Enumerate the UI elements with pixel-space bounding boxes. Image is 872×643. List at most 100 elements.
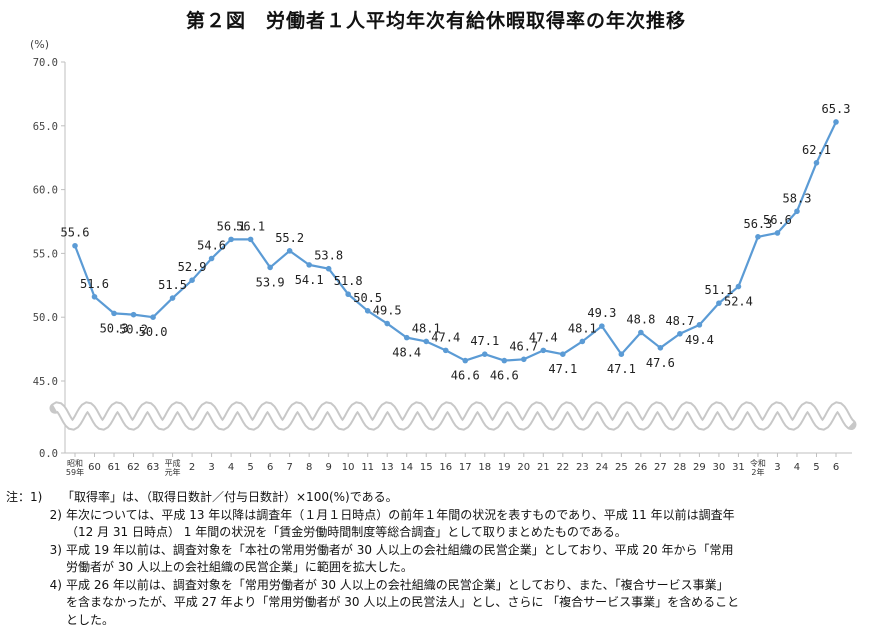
data-point <box>599 323 605 329</box>
data-point <box>72 242 78 249</box>
x-tick-label: 24 <box>595 462 608 473</box>
x-tick-label: 3 <box>208 462 214 473</box>
x-tick-label: 15 <box>420 462 433 473</box>
data-point <box>364 308 371 314</box>
x-tick-label: 28 <box>674 462 687 473</box>
data-point <box>91 293 98 300</box>
data-label: 47.1 <box>607 362 636 376</box>
data-label: 49.3 <box>587 306 616 320</box>
footnote-text: 平成 19 年以前は、調査対象を「本社の常用労働者が 30 人以上の会社組織の民… <box>66 542 734 557</box>
data-label: 65.3 <box>822 102 851 116</box>
x-tick-label: 7 <box>286 462 292 473</box>
data-label: 48.4 <box>392 346 421 360</box>
footnote-line: とした。 <box>6 612 866 630</box>
x-tick-label: 2年 <box>751 467 764 477</box>
footnote-line: （12 月 31 日時点） 1 年間の状況を「賃金労働時間制度等総合調査」として… <box>6 524 866 542</box>
x-tick-label: 22 <box>556 462 569 473</box>
series-line <box>73 121 837 362</box>
x-tick-label: 21 <box>537 462 550 473</box>
data-label: 56.6 <box>763 213 792 227</box>
footnote-text: 年次については、平成 13 年以降は調査年（１月１日時点）の前年１年間の状況を表… <box>66 507 735 522</box>
data-label: 54.6 <box>197 239 226 253</box>
data-label: 56.1 <box>217 219 246 233</box>
x-tick-label: 5 <box>247 462 253 473</box>
data-label: 46.6 <box>451 369 480 383</box>
x-tick-label: 59年 <box>66 467 84 477</box>
data-point <box>774 230 781 236</box>
footnote-line: 3) 平成 19 年以前は、調査対象を「本社の常用労働者が 30 人以上の会社組… <box>6 542 866 560</box>
x-tick-label: 16 <box>439 462 452 473</box>
data-point <box>267 264 273 271</box>
data-label: 46.6 <box>490 369 519 383</box>
x-tick-label: 63 <box>147 462 160 473</box>
data-point <box>520 356 527 363</box>
data-label: 47.4 <box>431 330 460 344</box>
data-label: 54.1 <box>295 273 324 287</box>
x-tick-label: 6 <box>833 462 839 473</box>
data-label: 48.8 <box>626 313 655 327</box>
data-point <box>403 334 410 341</box>
data-label: 53.9 <box>256 275 285 289</box>
y-tick-label: 45.0 <box>33 376 58 388</box>
footnote-text: を含まなかったが、平成 27 年より「常用労働者が 30 人以上の民営法人」とし… <box>66 595 740 609</box>
footnote-number: 3) <box>49 542 62 557</box>
data-label: 51.5 <box>158 278 187 292</box>
footnote-number <box>6 612 62 630</box>
data-point <box>794 208 800 215</box>
footnote-line: 2) 年次については、平成 13 年以降は調査年（１月１日時点）の前年１年間の状… <box>6 507 866 525</box>
footnote-text: 「取得率」は、（取得日数計／付与日数計）×100(%)である。 <box>62 490 398 504</box>
data-label: 56.3 <box>743 217 772 231</box>
page-title: 第２図 労働者１人平均年次有給休暇取得率の年次推移 <box>185 10 686 32</box>
footnote-number: 注：1) <box>6 490 43 504</box>
data-label: 58.3 <box>783 191 812 205</box>
data-label: 56.1 <box>236 219 265 233</box>
x-tick-label: 5 <box>813 462 819 473</box>
y-tick-label: 50.0 <box>33 312 58 324</box>
data-label: 49.4 <box>685 333 714 347</box>
x-tick-label: 13 <box>381 462 394 473</box>
x-tick-label: 31 <box>732 462 745 473</box>
data-label: 51.8 <box>334 274 363 288</box>
footnote-number: 4) <box>49 577 62 592</box>
x-tick-label: 11 <box>361 462 374 473</box>
data-label: 51.6 <box>80 277 109 291</box>
footnote-text: 平成 26 年以前は、調査対象を「常用労働者が 30 人以上の会社組織の民営企業… <box>66 577 729 592</box>
x-tick-label: 9 <box>325 462 331 473</box>
data-label: 48.1 <box>412 321 441 335</box>
footnote-text: とした。 <box>66 612 115 627</box>
data-point <box>345 291 351 298</box>
data-point <box>150 314 156 321</box>
x-tick-label: 60 <box>88 462 101 473</box>
data-point <box>462 357 469 364</box>
x-tick-label: 27 <box>654 462 667 473</box>
x-tick-label: 26 <box>635 462 648 473</box>
footnote-number <box>6 594 62 612</box>
footnote-line: を含まなかったが、平成 27 年より「常用労働者が 30 人以上の民営法人」とし… <box>6 594 866 612</box>
x-tick-label: 10 <box>342 462 355 473</box>
data-point <box>208 255 215 262</box>
data-label: 47.1 <box>470 334 499 348</box>
x-tick-label: 61 <box>108 462 121 473</box>
y-tick-label: 0.0 <box>39 448 58 460</box>
data-point <box>755 234 761 240</box>
data-point <box>228 236 234 243</box>
x-tick-label: 30 <box>713 462 726 473</box>
data-label: 55.6 <box>61 226 90 240</box>
data-point <box>735 283 742 290</box>
data-label: 47.4 <box>529 330 558 344</box>
footnote-number <box>6 524 62 542</box>
data-label: 46.7 <box>509 339 538 353</box>
data-label: 50.3 <box>100 321 129 335</box>
data-label: 55.2 <box>275 231 304 245</box>
data-point <box>111 310 117 317</box>
data-label: 50.2 <box>119 323 148 337</box>
data-point <box>638 329 644 336</box>
data-point <box>560 351 566 358</box>
data-label: 47.1 <box>548 362 577 376</box>
x-tick-label: 2 <box>189 462 195 473</box>
data-point <box>325 265 332 272</box>
data-label: 49.5 <box>373 304 402 318</box>
data-point <box>286 248 293 254</box>
data-point <box>423 338 430 345</box>
